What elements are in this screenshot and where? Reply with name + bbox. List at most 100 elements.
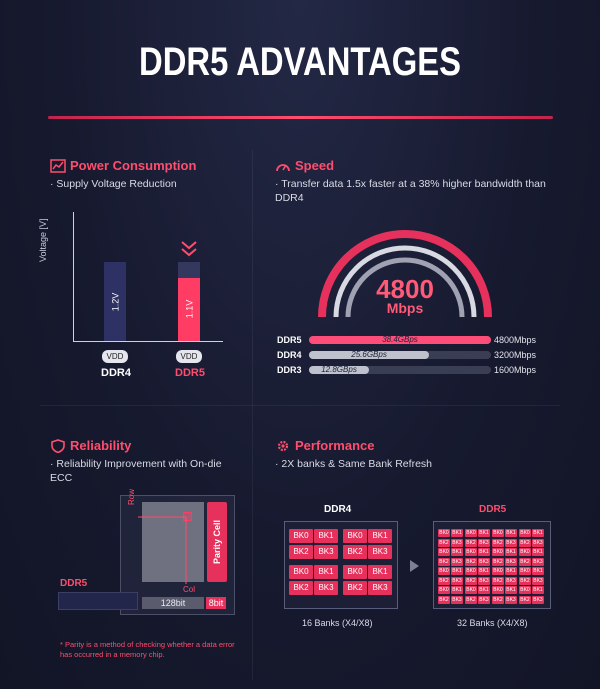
ddr5-bank-cell: BK0 — [492, 586, 504, 594]
ddr5-bank-cell: BK2 — [438, 558, 450, 566]
gauge-value: 4800 — [376, 274, 434, 304]
ddr5-bank-label: DDR5 — [479, 504, 507, 515]
ddr5-bank-cell: BK2 — [519, 577, 531, 585]
title-underline — [48, 116, 553, 119]
ddr5-bank-cell: BK0 — [465, 529, 477, 537]
ddr5-module-label: DDR5 — [60, 578, 88, 589]
ddr5-bank-cell: BK3 — [451, 558, 463, 566]
ddr5-bank-cell: BK0 — [492, 567, 504, 575]
ddr5-bank-cell: BK2 — [492, 596, 504, 604]
ddr4-bank-cell: BK3 — [314, 545, 338, 559]
speed-row-name: DDR4 — [277, 350, 302, 360]
gauge-unit: Mbps — [386, 300, 424, 316]
reliability-heading-text: Reliability — [70, 438, 132, 453]
power-heading: Power Consumption — [50, 158, 196, 173]
speed-heading: Speed — [275, 158, 334, 173]
ddr5-module — [58, 592, 138, 610]
ddr4-voltage-bar: 1.2V — [104, 262, 126, 341]
speed-row-fill — [309, 351, 430, 359]
speed-row-name: DDR5 — [277, 335, 302, 345]
ddr4-bank-label: DDR4 — [324, 504, 352, 515]
ddr5-bank-cell: BK2 — [519, 596, 531, 604]
ddr5-bank-cell: BK1 — [505, 567, 517, 575]
data-bits: 128bit — [142, 597, 204, 609]
ddr4-bank-cell: BK1 — [314, 565, 338, 579]
ddr4-bank-cell: BK2 — [343, 581, 367, 595]
ddr5-bank-cell: BK2 — [465, 596, 477, 604]
ddr5-bank-cell: BK1 — [532, 529, 544, 537]
ddr5-bank-cell: BK2 — [465, 577, 477, 585]
ddr4-bank-cell: BK0 — [343, 565, 367, 579]
performance-heading: Performance — [275, 438, 374, 453]
ddr5-bank-cell: BK3 — [505, 558, 517, 566]
speed-row-bandwidth: 38.4GBps — [382, 335, 418, 344]
ddr5-bank-cell: BK1 — [451, 529, 463, 537]
speed-row-fill — [309, 366, 370, 374]
parity-cell-label: Parity Cell — [212, 519, 222, 565]
speedometer-icon — [276, 163, 290, 171]
arrow-right-icon — [410, 560, 419, 572]
ddr5-bank-cell: BK0 — [519, 529, 531, 537]
ddr5-bank-cell: BK0 — [438, 567, 450, 575]
ddr5-bank-cell: BK1 — [532, 567, 544, 575]
ddr5-bank-cell: BK3 — [478, 558, 490, 566]
ddr5-bank-cell: BK2 — [465, 558, 477, 566]
ddr4-bank-cell: BK2 — [289, 581, 313, 595]
ddr5-bank-cell: BK0 — [438, 548, 450, 556]
ddr5-bank-cell: BK3 — [478, 539, 490, 547]
ddr5-bank-cell: BK1 — [451, 586, 463, 594]
ddr5-bank-cell: BK2 — [492, 558, 504, 566]
speed-row-ddr3: DDR3 12.8GBps 1600Mbps — [277, 364, 536, 376]
ddr5-bank-cell: BK0 — [465, 586, 477, 594]
ddr5-bank-cell: BK0 — [519, 567, 531, 575]
ddr5-bank-cell: BK2 — [465, 539, 477, 547]
speed-row-fill — [309, 336, 491, 344]
ddr5-bank-cell: BK2 — [438, 539, 450, 547]
ddr5-bank-cell: BK2 — [438, 596, 450, 604]
speed-row-rate: 4800Mbps — [494, 335, 537, 345]
speed-row-bandwidth: 25.6GBps — [351, 350, 387, 359]
speed-row-rate: 3200Mbps — [494, 350, 537, 360]
ddr5-bank-cell: BK0 — [519, 586, 531, 594]
ddr5-bank-cell: BK0 — [465, 548, 477, 556]
chevron-down-icon — [181, 241, 197, 257]
vertical-divider — [252, 150, 253, 680]
performance-subtitle: · 2X banks & Same Bank Refresh — [275, 458, 432, 470]
speed-row-rate: 1600Mbps — [494, 365, 537, 375]
data-cell-array — [142, 502, 204, 582]
x-axis — [73, 341, 223, 342]
gear-icon — [277, 440, 289, 451]
ddr4-bank-cell: BK1 — [314, 529, 338, 543]
ddr4-bank-cell: BK3 — [368, 545, 392, 559]
ddr5-bank-cell: BK1 — [532, 548, 544, 556]
speed-row-bandwidth: 12.8GBps — [321, 365, 357, 374]
ddr4-voltage-label: 1.2V — [109, 292, 120, 311]
ddr5-bank-cell: BK1 — [505, 586, 517, 594]
speed-row-ddr5: DDR5 38.4GBps 4800Mbps — [277, 334, 536, 346]
ddr5-voltage-label: 1.1V — [183, 299, 194, 318]
power-heading-text: Power Consumption — [70, 158, 197, 173]
row-col-lines — [138, 516, 187, 584]
y-axis — [73, 212, 74, 342]
ddr4-bank-cell: BK1 — [368, 529, 392, 543]
ddr5-bank-cell: BK0 — [438, 586, 450, 594]
ddr5-bank-cell: BK1 — [505, 548, 517, 556]
reliability-subtitle: · Reliability Improvement with On-die EC… — [50, 458, 222, 484]
speed-heading-text: Speed — [295, 158, 335, 173]
ddr5-bank-cell: BK1 — [478, 529, 490, 537]
ddr5-bank-cell: BK3 — [451, 539, 463, 547]
parity-bits: 8bit — [206, 597, 226, 609]
ddr4-bank-cell: BK3 — [368, 581, 392, 595]
ddr4-vdd-badge: VDD — [102, 350, 128, 363]
ddr5-bank-count: 32 Banks (X4/X8) — [457, 618, 528, 628]
ddr5-bank-cell: BK2 — [492, 577, 504, 585]
parity-footnote: * Parity is a method of checking whether… — [60, 640, 235, 659]
ddr5-bank-cell: BK1 — [532, 586, 544, 594]
ddr4-bank-cell: BK0 — [289, 565, 313, 579]
performance-heading-text: Performance — [295, 438, 375, 453]
ddr5-bank-cell: BK0 — [519, 548, 531, 556]
ddr4-bank-cell: BK0 — [289, 529, 313, 543]
speed-subtitle: · Transfer data 1.5x faster at a 38% hig… — [275, 178, 546, 204]
page-title: DDR5 ADVANTAGES — [139, 40, 461, 84]
